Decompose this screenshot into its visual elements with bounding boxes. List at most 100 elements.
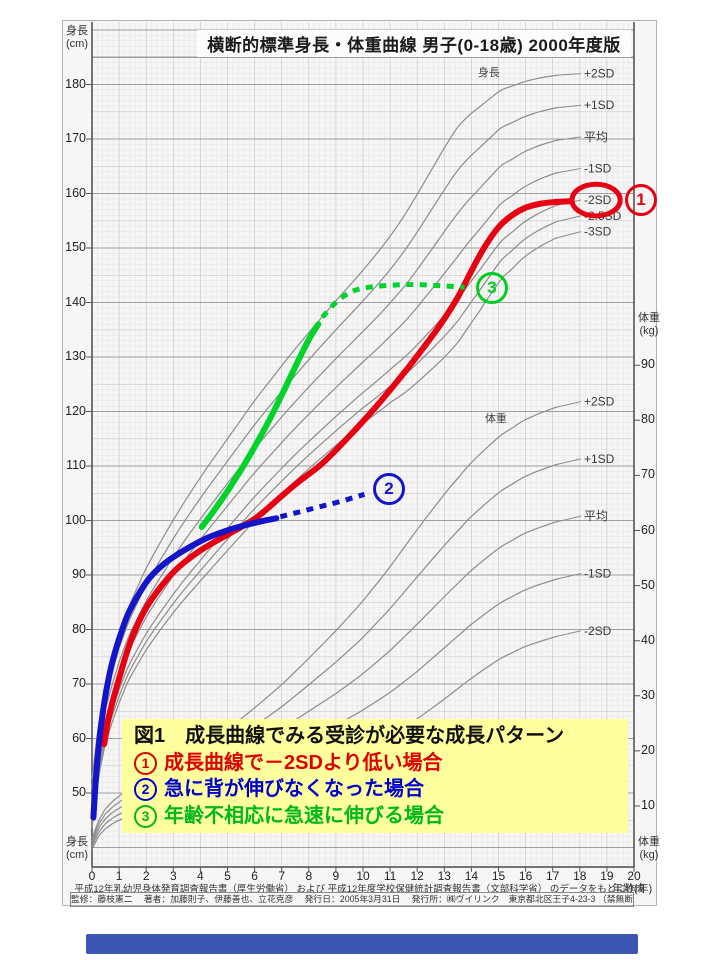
height-tick-110: 110 — [66, 458, 86, 472]
marker-circled-2: 2 — [373, 472, 406, 505]
age-tick-14: 14 — [464, 869, 479, 883]
height-axis-unit: (cm) — [66, 38, 88, 50]
sd-label--1SD: -1SD — [584, 566, 612, 580]
pattern-1-red-curve — [101, 198, 575, 747]
height-axis-label: 身長 — [66, 25, 88, 37]
height-tick-120: 120 — [65, 403, 86, 418]
legend-pattern1-line: 1 成長曲線で－2SDより低い場合 — [134, 751, 618, 776]
reference-curve-+2SD — [91, 406, 559, 839]
age-tick-16: 16 — [518, 869, 533, 883]
leader-line--3SD — [557, 231, 582, 239]
height-axis-header-bottom: 身長 (cm) — [66, 836, 88, 861]
height-tick-140: 140 — [65, 294, 86, 309]
circled-1-icon: 1 — [134, 751, 157, 775]
height-tick-80: 80 — [72, 621, 86, 636]
age-tick-1: 1 — [115, 869, 123, 883]
weight-tick-90: 90 — [641, 357, 655, 372]
legend-title-line: 図1 成長曲線でみる受診が必要な成長パターン — [134, 724, 618, 749]
age-tick-7: 7 — [278, 869, 286, 883]
pattern-3-green-dotted — [320, 282, 465, 319]
chart-title: 横断的標準身長・体重曲線 男子(0-18歳) 2000年度版 — [197, 30, 631, 57]
weight-axis-label: 体重 — [638, 312, 660, 324]
age-tick-13: 13 — [437, 869, 451, 883]
leader-line-+2SD — [558, 73, 582, 76]
leader-line--2SD — [558, 630, 582, 637]
weight-tick-80: 80 — [641, 412, 655, 427]
leader-line-平均 — [558, 136, 582, 141]
sd-label-+2SD: +2SD — [584, 67, 615, 81]
legend-title-text: 図1 成長曲線でみる受診が必要な成長パターン — [134, 725, 565, 747]
weight-tick-50: 50 — [641, 577, 655, 592]
age-tick-6: 6 — [251, 869, 258, 883]
height-axis-header-top: 身長 (cm) — [62, 25, 92, 51]
sd-label-平均: 平均 — [584, 509, 608, 523]
legend-pattern2-line: 2 急に背が伸びなくなった場合 — [134, 777, 618, 802]
height-tick-170: 170 — [65, 131, 86, 145]
sd-label-+2SD: +2SD — [584, 395, 615, 409]
leader-line-+1SD — [558, 458, 582, 465]
age-tick-8: 8 — [305, 869, 313, 883]
legend-pattern2-text: 急に背が伸びなくなった場合 — [164, 778, 424, 801]
pattern-2-blue-solid — [90, 515, 280, 821]
age-tick-3: 3 — [169, 869, 177, 883]
leader-line--2.5SD — [558, 215, 582, 222]
weight-axis-header-top: 体重 (kg) — [634, 312, 664, 338]
age-tick-9: 9 — [332, 869, 340, 883]
weight-tick-70: 70 — [641, 467, 655, 482]
legend-pattern1-text: 成長曲線で－2SDより低い場合 — [164, 751, 443, 774]
legend-box: 図1 成長曲線でみる受診が必要な成長パターン 1 成長曲線で－2SDより低い場合… — [122, 719, 628, 833]
pattern-2-blue-dotted — [279, 491, 366, 520]
height-tick-70: 70 — [72, 676, 86, 690]
weight-tick-20: 20 — [641, 742, 655, 757]
age-tick-4: 4 — [197, 869, 204, 883]
age-tick-18: 18 — [573, 869, 587, 883]
weight-tick-40: 40 — [641, 632, 655, 647]
marker-circled-3: 3 — [475, 271, 508, 304]
age-tick-17: 17 — [546, 869, 560, 883]
pattern-3-green-solid — [198, 321, 322, 530]
height-tick-100: 100 — [65, 512, 86, 527]
age-tick-11: 11 — [383, 869, 397, 883]
sd-label--3SD: -3SD — [584, 225, 612, 239]
age-tick-19: 19 — [600, 869, 614, 883]
age-tick-2: 2 — [142, 869, 150, 883]
legend-pattern3-text: 年齢不相応に急速に伸びる場合 — [164, 804, 444, 827]
inner-height-label: 身長 — [478, 65, 500, 79]
circled-3-icon: 3 — [134, 804, 157, 828]
weight-tick-60: 60 — [641, 522, 655, 537]
publisher-credit-box: 監修：藤枝憲二 著者：加藤則子、伊藤善也、立花克彦 発行日：2005年3月31日… — [70, 892, 634, 907]
height-tick-50: 50 — [72, 785, 86, 799]
leader-line--1SD — [558, 167, 582, 174]
leader-line-平均 — [558, 515, 582, 522]
leader-line-+2SD — [558, 401, 582, 408]
sd-label--1SD: -1SD — [584, 161, 612, 175]
sd-label--2SD: -2SD — [584, 193, 612, 207]
weight-axis-header-bottom: 体重 (kg) — [638, 836, 660, 861]
age-tick-5: 5 — [224, 869, 231, 883]
age-tick-20: 20 — [627, 869, 641, 883]
age-tick-0: 0 — [88, 869, 96, 883]
grid-medium — [92, 22, 634, 867]
sd-label-平均: 平均 — [584, 130, 608, 144]
legend-pattern3-line: 3 年齢不相応に急速に伸びる場合 — [134, 804, 618, 829]
leader-line--1SD — [558, 572, 582, 580]
age-tick-12: 12 — [410, 869, 424, 883]
height-tick-180: 180 — [65, 76, 86, 91]
inner-weight-label: 体重 — [485, 411, 507, 425]
data-source-note: 平成12年乳幼児身体発育調査報告書（厚生労働省） および 平成12年度学校保健統… — [74, 884, 645, 895]
reference-curve--2.5SD — [91, 220, 559, 824]
circled-2-icon: 2 — [134, 778, 157, 802]
weight-tick-30: 30 — [641, 687, 655, 702]
age-tick-10: 10 — [356, 869, 370, 883]
sd-label-+1SD: +1SD — [584, 98, 615, 112]
sd-label--2SD: -2SD — [584, 624, 612, 638]
height-tick-150: 150 — [65, 240, 86, 254]
marker-circled-1: 1 — [625, 184, 658, 217]
height-tick-160: 160 — [65, 185, 86, 200]
height-tick-130: 130 — [65, 349, 86, 363]
weight-tick-10: 10 — [641, 798, 655, 812]
height-tick-60: 60 — [72, 730, 86, 745]
axis-ticks — [86, 84, 640, 872]
